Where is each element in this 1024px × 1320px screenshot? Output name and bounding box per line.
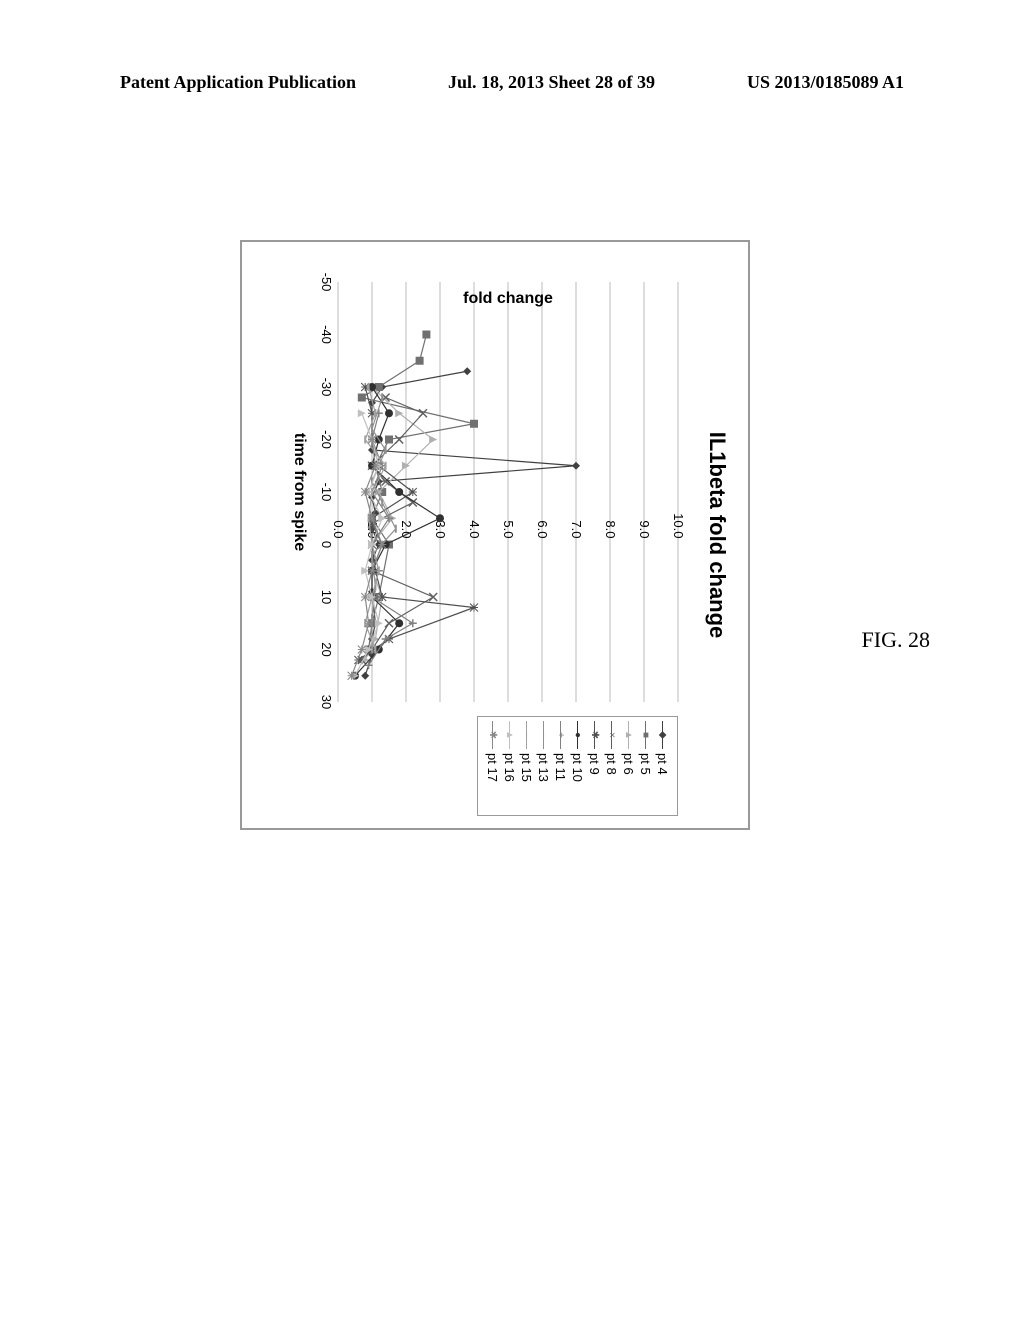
legend-item: – pt 13 — [535, 721, 552, 811]
legend-item: ▲ pt 16 — [501, 721, 518, 811]
svg-text:-10: -10 — [319, 483, 334, 502]
legend-marker-icon: × — [606, 721, 618, 749]
svg-text:30: 30 — [319, 695, 334, 709]
x-axis-label: time from spike — [290, 282, 308, 702]
legend-item: – pt 15 — [518, 721, 535, 811]
svg-text:7.0: 7.0 — [569, 520, 584, 538]
legend-label: pt 10 — [570, 753, 585, 782]
legend-item: ▲ pt 6 — [620, 721, 637, 811]
svg-text:5.0: 5.0 — [501, 520, 516, 538]
legend-marker-icon: ▲ — [504, 721, 516, 749]
legend-marker-icon: ■ — [640, 721, 652, 749]
legend-label: pt 16 — [502, 753, 517, 782]
svg-text:0: 0 — [319, 541, 334, 548]
svg-text:6.0: 6.0 — [535, 520, 550, 538]
figure-container: IL1beta fold change fold change time fro… — [200, 280, 790, 1000]
svg-text:-20: -20 — [319, 430, 334, 449]
svg-text:8.0: 8.0 — [603, 520, 618, 538]
svg-text:20: 20 — [319, 642, 334, 656]
svg-text:-50: -50 — [319, 273, 334, 292]
legend-item: ✱ pt 9 — [586, 721, 603, 811]
legend-item: ■ pt 5 — [637, 721, 654, 811]
chart-title: IL1beta fold change — [704, 242, 730, 828]
legend-item: ✱ pt 17 — [484, 721, 501, 811]
page-header: Patent Application Publication Jul. 18, … — [0, 72, 1024, 93]
legend-marker-icon: ▲ — [623, 721, 635, 749]
plot-svg: 0.01.02.03.04.05.06.07.08.09.010.0-50-40… — [338, 282, 678, 702]
legend-item: ● pt 10 — [569, 721, 586, 811]
y-axis-label: fold change — [463, 290, 553, 308]
legend-label: pt 5 — [638, 753, 653, 775]
svg-text:-30: -30 — [319, 378, 334, 397]
chart-box: IL1beta fold change fold change time fro… — [240, 240, 750, 830]
legend-marker-icon: ✱ — [487, 721, 499, 749]
legend-marker-icon: + — [555, 721, 567, 749]
legend-marker-icon: ● — [572, 721, 584, 749]
svg-text:9.0: 9.0 — [637, 520, 652, 538]
legend-marker-icon: ✱ — [589, 721, 601, 749]
svg-text:4.0: 4.0 — [467, 520, 482, 538]
figure-caption: FIG. 28 — [862, 627, 930, 653]
svg-text:-40: -40 — [319, 325, 334, 344]
legend-item: × pt 8 — [603, 721, 620, 811]
svg-text:10.0: 10.0 — [671, 513, 686, 538]
legend-label: pt 15 — [519, 753, 534, 782]
header-center: Jul. 18, 2013 Sheet 28 of 39 — [448, 72, 655, 93]
legend-label: pt 11 — [553, 753, 568, 781]
svg-text:2.0: 2.0 — [399, 520, 414, 538]
plot-area: fold change time from spike 0.01.02.03.0… — [338, 282, 678, 702]
svg-text:0.0: 0.0 — [331, 520, 346, 538]
legend-marker-icon: – — [538, 721, 550, 749]
legend-label: pt 6 — [621, 753, 636, 775]
legend-marker-icon: – — [521, 721, 533, 749]
legend-item: ◆ pt 4 — [654, 721, 671, 811]
header-right: US 2013/0185089 A1 — [747, 72, 904, 93]
legend-label: pt 4 — [655, 753, 670, 775]
svg-text:3.0: 3.0 — [433, 520, 448, 538]
header-left: Patent Application Publication — [120, 72, 356, 93]
legend-item: + pt 11 — [552, 721, 569, 811]
legend-label: pt 9 — [587, 753, 602, 775]
legend-marker-icon: ◆ — [657, 721, 669, 749]
svg-text:10: 10 — [319, 590, 334, 604]
legend: ◆pt 4■pt 5▲pt 6×pt 8✱pt 9●pt 10+pt 11–pt… — [477, 716, 678, 816]
legend-label: pt 8 — [604, 753, 619, 775]
legend-label: pt 13 — [536, 753, 551, 782]
legend-label: pt 17 — [485, 753, 500, 782]
